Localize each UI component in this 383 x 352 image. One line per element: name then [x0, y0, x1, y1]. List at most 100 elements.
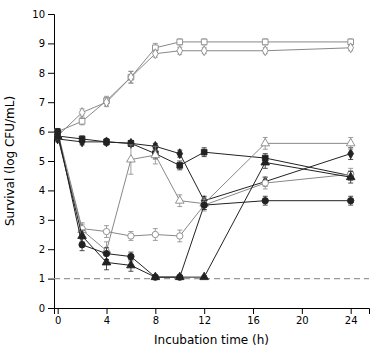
point	[128, 72, 134, 82]
error-bar	[348, 196, 353, 205]
y-tick-label: 6	[39, 126, 45, 137]
series-line	[58, 136, 351, 251]
x-tick: 20	[296, 308, 309, 326]
y-tick-label: 0	[39, 303, 45, 314]
error-bar	[128, 252, 133, 261]
point	[261, 158, 270, 165]
point	[104, 137, 110, 147]
error-bar	[263, 196, 268, 205]
point	[54, 128, 60, 134]
point	[103, 228, 109, 234]
x-axis-title: Incubation time (h)	[154, 333, 269, 347]
y-tick-label: 8	[39, 68, 45, 79]
point	[103, 250, 109, 256]
x-tick: 0	[55, 308, 61, 326]
point	[262, 180, 268, 186]
error-bar	[104, 226, 109, 238]
x-tick-mark	[351, 308, 352, 314]
error-bar-part	[202, 200, 207, 201]
error-bar	[177, 39, 182, 45]
x-tick-mark	[204, 308, 205, 314]
y-tick-mark	[48, 161, 54, 162]
y-tick-label: 1	[39, 273, 45, 284]
point	[127, 155, 136, 162]
x-tick-label: 12	[198, 315, 211, 326]
point	[201, 202, 207, 208]
error-bar	[202, 198, 207, 210]
error-bar	[104, 98, 109, 107]
point	[346, 138, 355, 145]
series	[55, 133, 354, 180]
y-tick-mark	[48, 43, 54, 44]
y-tick-label: 9	[39, 38, 45, 49]
x-tick: 12	[198, 308, 211, 326]
point	[128, 253, 134, 259]
x-tick-label: 24	[345, 315, 358, 326]
series-line	[58, 136, 351, 277]
error-bar	[153, 229, 158, 241]
error-bar-part	[348, 183, 353, 184]
point	[201, 46, 207, 56]
y-axis-title: Survival (log CFU/mL)	[3, 96, 17, 226]
error-bar-part	[104, 237, 109, 238]
point	[177, 163, 183, 169]
detection-limit	[54, 278, 369, 279]
x-tick-mark	[302, 308, 303, 314]
y-tick: 5	[39, 156, 54, 167]
error-bar	[104, 242, 109, 260]
series	[54, 131, 355, 280]
y-tick-mark	[48, 279, 54, 280]
error-bar-part	[128, 144, 133, 145]
y-tick: 4	[39, 185, 54, 196]
y-tick-label: 4	[39, 185, 45, 196]
point	[201, 202, 207, 208]
y-tick-label: 10	[32, 9, 45, 20]
error-bar-part	[80, 250, 85, 251]
y-tick: 3	[39, 215, 54, 226]
error-bar-part	[348, 196, 353, 197]
y-tick-mark	[48, 190, 54, 191]
error-bar	[263, 177, 268, 189]
y-axis: 012345678910	[32, 9, 54, 314]
series	[54, 128, 353, 280]
error-bar-part	[104, 225, 109, 226]
point	[79, 118, 85, 124]
chart: 04812162024012345678910Incubation time (…	[0, 0, 383, 352]
error-bar-part	[177, 161, 182, 162]
error-bar	[128, 71, 133, 83]
y-tick: 10	[32, 9, 54, 20]
point	[348, 43, 354, 53]
point	[54, 128, 60, 134]
error-bar-part	[263, 168, 268, 169]
error-bar-part	[202, 199, 207, 200]
error-bar-part	[104, 259, 109, 260]
error-bar-part	[153, 146, 158, 147]
y-tick: 8	[39, 68, 54, 79]
error-bar-part	[202, 147, 207, 148]
x-tick: 8	[153, 308, 159, 326]
error-bar-part	[263, 196, 268, 197]
point	[55, 129, 61, 135]
point	[151, 272, 160, 279]
error-bar	[55, 129, 60, 135]
x-tick-label: 8	[153, 315, 159, 326]
point	[152, 231, 158, 237]
point	[177, 233, 183, 239]
error-bar	[348, 148, 353, 160]
point	[346, 172, 355, 179]
error-bar-part	[263, 177, 268, 178]
error-bar-part	[202, 209, 207, 210]
point	[261, 138, 270, 145]
point	[79, 242, 85, 248]
x-tick: 24	[345, 308, 358, 326]
point	[348, 149, 354, 159]
point	[79, 137, 85, 147]
x-tick-mark	[253, 308, 254, 314]
error-bar-part	[153, 43, 158, 44]
error-bar-part	[104, 241, 109, 242]
error-bar-part	[153, 228, 158, 229]
point	[177, 39, 183, 45]
error-bar	[202, 199, 207, 211]
error-bar	[202, 39, 207, 45]
x-tick-label: 16	[247, 315, 260, 326]
